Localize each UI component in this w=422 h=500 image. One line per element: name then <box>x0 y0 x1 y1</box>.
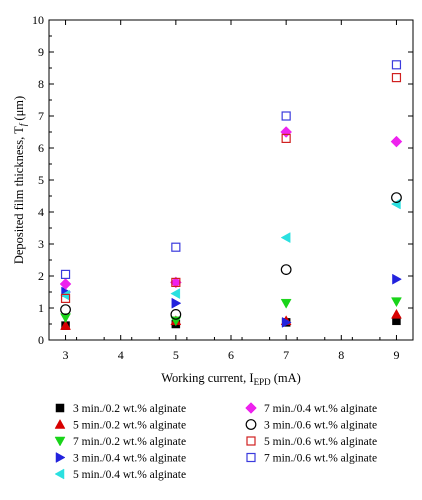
x-axis-title-main: Working current, I <box>161 371 253 385</box>
y-tick-label: 5 <box>38 173 44 187</box>
data-point <box>59 278 72 290</box>
data-point <box>392 273 402 285</box>
legend-item: 3 min./0.4 wt.% alginate <box>55 452 186 465</box>
legend-label: 5 min./0.2 wt.% alginate <box>73 420 186 432</box>
y-tick-label: 10 <box>32 13 44 27</box>
data-point <box>281 133 291 143</box>
y-axis-title-main: Deposited film thickness, T <box>12 126 26 264</box>
y-tick-label: 4 <box>38 205 44 219</box>
legend-marker <box>54 418 66 429</box>
y-axis-title-unit: (μm) <box>12 96 26 124</box>
legend-label: 3 min./0.4 wt.% alginate <box>73 453 186 465</box>
data-point <box>60 269 71 279</box>
y-tick-label: 9 <box>38 45 44 59</box>
axes: 3 4 5 6 7 8 9 0 1 2 3 4 5 6 7 8 9 10 <box>32 13 414 362</box>
legend-item: 3 min./0.6 wt.% alginate <box>245 419 377 432</box>
legend-item: 7 min./0.2 wt.% alginate <box>54 436 186 448</box>
data-point <box>280 298 292 309</box>
data-point <box>280 264 292 276</box>
x-tick-label: 3 <box>63 348 69 362</box>
y-tick-label: 1 <box>38 301 44 315</box>
data-point <box>170 309 182 320</box>
data-point <box>391 297 402 308</box>
legend-marker <box>54 436 66 447</box>
y-tick-label: 0 <box>38 333 44 347</box>
legend-item: 5 min./0.6 wt.% alginate <box>246 436 377 448</box>
legend-label: 5 min./0.4 wt.% alginate <box>73 469 186 481</box>
data-point <box>60 304 71 316</box>
legend-label: 7 min./0.6 wt.% alginate <box>264 453 377 465</box>
data-point <box>391 308 402 319</box>
legend: 3 min./0.2 wt.% alginate 5 min./0.2 wt.% … <box>54 402 377 481</box>
data-point <box>60 320 71 330</box>
x-axis-title-unit: (mA) <box>271 371 301 385</box>
legend-marker <box>245 402 257 414</box>
legend-item: 5 min./0.2 wt.% alginate <box>54 418 186 432</box>
data-point <box>60 313 71 324</box>
x-tick-label: 7 <box>283 348 289 362</box>
data-point <box>391 60 402 70</box>
y-tick-label: 3 <box>38 237 44 251</box>
legend-label: 3 min./0.2 wt.% alginate <box>73 403 186 415</box>
legend-item: 3 min./0.2 wt.% alginate <box>55 403 186 415</box>
x-tick-label: 4 <box>118 348 124 362</box>
data-point <box>60 293 71 303</box>
legend-item: 5 min./0.4 wt.% alginate <box>54 468 186 481</box>
x-tick-label: 5 <box>173 348 179 362</box>
plot-frame <box>48 19 414 341</box>
legend-label: 3 min./0.6 wt.% alginate <box>264 420 377 432</box>
y-tick-label: 2 <box>38 269 44 283</box>
y-axis-title-subscript: f <box>18 122 28 126</box>
x-axis-title: Working current, IEPD (mA) <box>161 371 301 387</box>
y-tick-label: 7 <box>38 109 44 123</box>
x-axis-title-subscript: EPD <box>254 377 272 387</box>
data-point <box>391 72 402 83</box>
data-point <box>170 288 181 300</box>
data-point <box>171 277 181 287</box>
legend-item: 7 min./0.6 wt.% alginate <box>246 452 377 465</box>
x-tick-label: 9 <box>393 348 399 362</box>
y-axis-title: Deposited film thickness, Tf (μm) <box>12 96 28 264</box>
data-point <box>280 232 291 244</box>
data-point <box>281 316 292 328</box>
data-point <box>390 135 403 148</box>
data-points <box>59 60 403 330</box>
x-tick-label: 6 <box>228 348 234 362</box>
legend-marker <box>246 452 256 463</box>
legend-label: 7 min./0.4 wt.% alginate <box>264 403 377 415</box>
legend-marker <box>245 419 257 430</box>
y-tick-label: 6 <box>38 141 44 155</box>
x-tick-label: 8 <box>338 348 344 362</box>
legend-marker <box>246 436 256 446</box>
data-point <box>281 111 291 121</box>
data-point <box>391 192 402 204</box>
data-point <box>171 242 181 252</box>
legend-item: 7 min./0.4 wt.% alginate <box>245 402 377 415</box>
legend-label: 7 min./0.2 wt.% alginate <box>73 436 186 448</box>
y-tick-label: 8 <box>38 77 44 91</box>
data-point <box>171 297 182 309</box>
legend-marker <box>55 403 65 413</box>
legend-label: 5 min./0.6 wt.% alginate <box>264 436 377 448</box>
legend-marker <box>54 468 65 480</box>
legend-marker <box>55 452 66 463</box>
